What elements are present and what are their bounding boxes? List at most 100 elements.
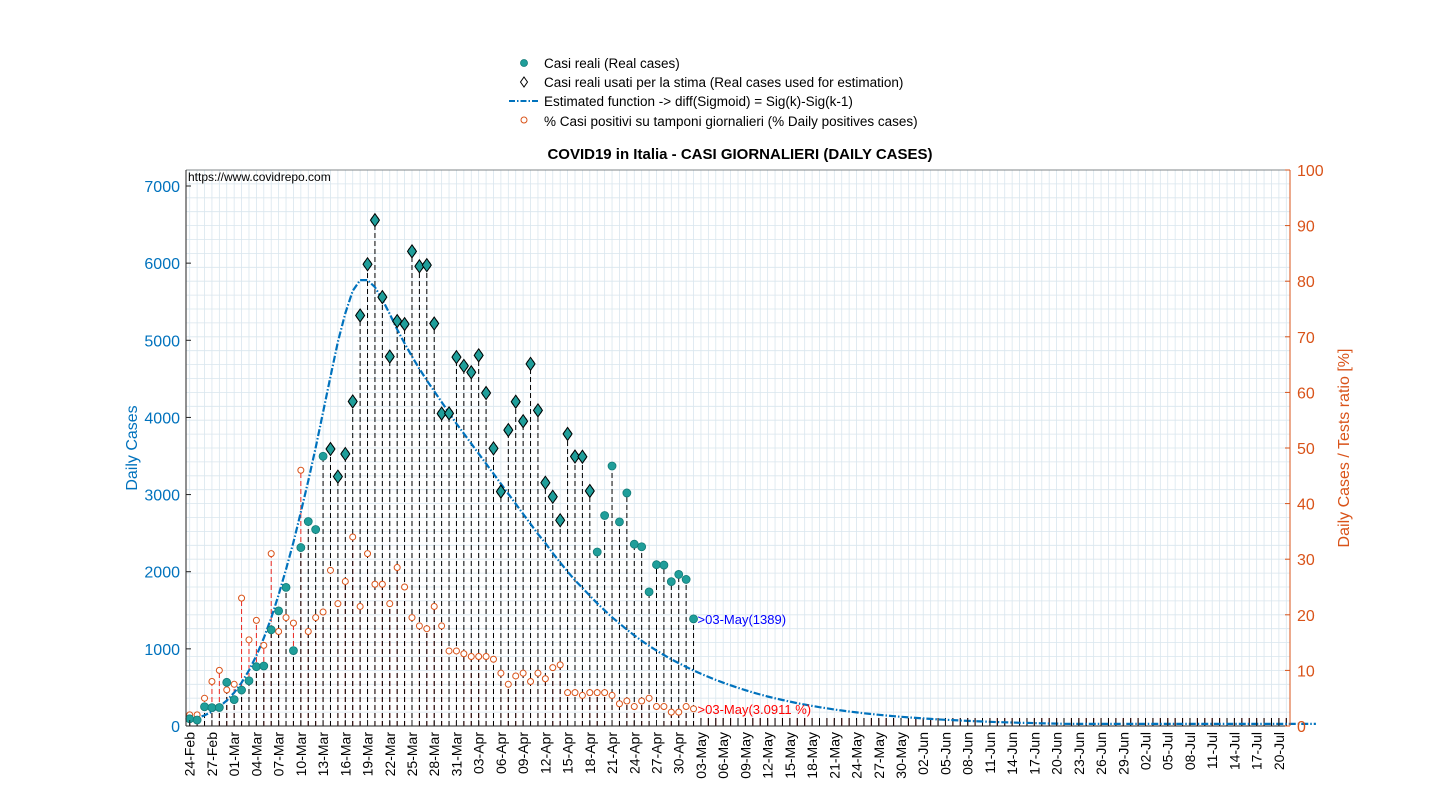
ratio-point [252, 616, 260, 624]
estimation-point [458, 358, 469, 374]
ratio-point [393, 564, 401, 572]
real-case-point [296, 543, 306, 552]
ratio-point [519, 669, 527, 677]
y-right-tick-label: 50 [1297, 441, 1315, 458]
x-tick-label: 15-Apr [560, 732, 576, 774]
y-right-tick-label: 30 [1297, 552, 1315, 569]
ratio-point [223, 686, 231, 694]
x-tick-label: 15-May [782, 732, 798, 779]
estimation-point [362, 256, 373, 272]
ratio-point [386, 600, 394, 608]
estimation-point [584, 483, 595, 499]
x-tick-label: 06-Apr [493, 732, 509, 774]
x-tick-label: 07-Mar [271, 732, 287, 777]
ratio-point [445, 647, 453, 655]
x-tick-label: 23-Jun [1071, 732, 1087, 775]
real-case-point [681, 575, 691, 584]
ratio-point [541, 675, 549, 683]
ratio-point [652, 703, 660, 711]
y-right-tick-label: 10 [1297, 663, 1315, 680]
estimation-point [503, 422, 514, 438]
y-left-tick-label: 0 [171, 719, 180, 736]
y-right-tick-label: 40 [1297, 497, 1315, 514]
ratio-point [364, 550, 372, 558]
x-tick-label: 02-Jun [915, 732, 931, 775]
ratio-point [326, 566, 334, 574]
real-case-point [281, 582, 291, 592]
ratio-point [586, 689, 594, 697]
ratio-point [408, 614, 416, 622]
legend-label-fit-curve: Estimated function -> diff(Sigmoid) = Si… [544, 94, 853, 109]
estimation-point [332, 469, 344, 484]
legend: Casi reali (Real cases) Casi reali usati… [503, 52, 981, 134]
ratio-point [534, 669, 542, 677]
fit-curve [189, 279, 1316, 726]
x-tick-label: 18-May [804, 732, 820, 779]
real-case-point [251, 662, 261, 672]
x-tick-label: 30-Apr [671, 732, 687, 774]
annotation-last-ratio: >03-May(3.0911 %) [698, 702, 812, 717]
estimation-point [532, 402, 544, 418]
estimation-point [384, 349, 395, 364]
y-left-tick-label: 2000 [144, 565, 180, 582]
estimation-point [443, 405, 455, 421]
y-right-tick-label: 80 [1297, 274, 1315, 291]
ratio-point [371, 580, 379, 588]
x-tick-label: 30-May [893, 732, 909, 779]
x-tick-label: 28-Mar [426, 732, 442, 777]
ratio-point [615, 700, 623, 708]
watermark-url: https://www.covidrepo.com [188, 170, 331, 184]
x-tick-label: 10-Mar [293, 732, 309, 777]
estimation-point [547, 489, 558, 505]
y-right-tick-label: 100 [1297, 163, 1324, 180]
ratio-point [675, 708, 683, 716]
ratio-point [334, 600, 342, 608]
real-case-point [637, 542, 647, 552]
x-tick-label: 02-Jul [1138, 732, 1154, 770]
y-axis-right-label: Daily Cases / Tests ratio [%] [1336, 349, 1353, 548]
real-case-point [207, 703, 217, 713]
y-left-tick-label: 6000 [144, 256, 180, 273]
ratio-point [564, 689, 572, 697]
estimation-point [436, 406, 447, 421]
estimation-point [377, 289, 388, 305]
ratio-point [460, 650, 468, 658]
x-tick-label: 13-Mar [315, 732, 331, 777]
ratio-point [238, 594, 246, 602]
ratio-point [571, 689, 579, 697]
estimation-point [347, 394, 358, 409]
ratio-point [267, 550, 275, 558]
ratio-point [601, 689, 609, 697]
ratio-point [556, 661, 564, 669]
x-tick-label: 27-Apr [648, 732, 664, 774]
legend-box [503, 52, 981, 134]
x-tick-label: 09-May [737, 732, 753, 779]
estimation-point [355, 308, 366, 323]
x-tick-label: 22-Mar [382, 732, 398, 777]
ratio-point [423, 625, 431, 633]
x-tick-label: 08-Jul [1182, 732, 1198, 770]
ratio-point [630, 703, 638, 711]
estimation-point [510, 394, 521, 410]
x-tick-label: 20-Jun [1049, 732, 1065, 775]
real-case-point [607, 461, 617, 471]
x-tick-label: 12-May [760, 732, 776, 779]
fit-curve-group [189, 279, 1316, 726]
real-case-point [666, 577, 676, 586]
ratio-point [201, 694, 209, 702]
real-case-point [311, 525, 321, 534]
real-case-point [689, 614, 698, 624]
ratio-point [208, 678, 216, 686]
estimation-point [525, 356, 536, 372]
x-tick-label: 31-Mar [448, 732, 464, 777]
x-tick-label: 06-May [715, 732, 731, 779]
estimation-markers [325, 212, 595, 528]
real-case-point [303, 517, 313, 526]
x-tick-label: 24-May [849, 732, 865, 779]
x-tick-label: 25-Mar [404, 732, 420, 777]
estimation-point [392, 313, 403, 329]
estimation-point [562, 426, 573, 442]
ratio-point [660, 703, 668, 711]
y-right-tick-label: 70 [1297, 330, 1315, 347]
